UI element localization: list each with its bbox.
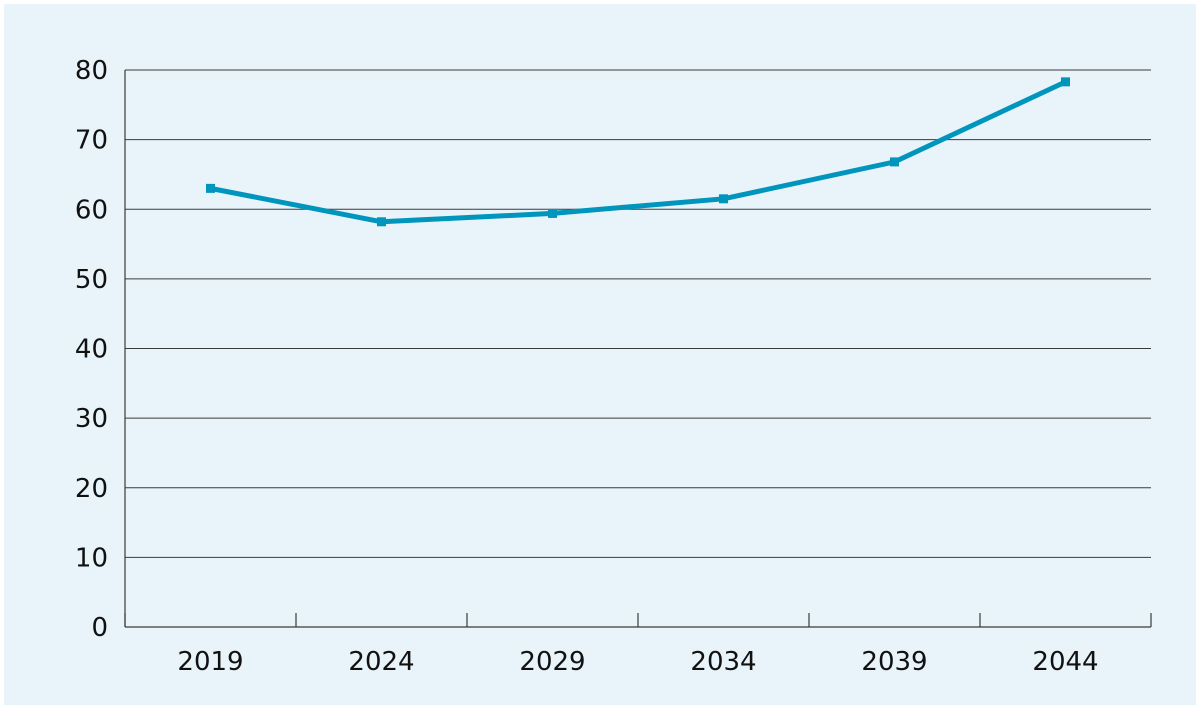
x-tick-label-2034: 2034 (690, 647, 756, 677)
y-tick-label-80: 80 (75, 56, 108, 86)
x-tick-label-2044: 2044 (1032, 647, 1098, 677)
x-tick-label-2029: 2029 (519, 647, 585, 677)
y-axis-ticks: 0 10 20 30 40 50 60 70 80 (75, 56, 108, 643)
axes (124, 70, 1152, 628)
y-tick-label-10: 10 (75, 543, 108, 573)
data-points (206, 77, 1070, 227)
y-tick-label-50: 50 (75, 265, 108, 295)
data-point-2044 (1061, 77, 1070, 87)
y-tick-label-20: 20 (75, 474, 108, 504)
data-point-2029 (548, 208, 557, 218)
y-tick-label-40: 40 (75, 335, 108, 365)
x-tick-label-2024: 2024 (348, 647, 414, 677)
series-line-0 (210, 79, 1067, 225)
y-tick-label-70: 70 (75, 126, 108, 156)
data-point-2039 (890, 157, 899, 167)
chart-background (4, 4, 1196, 705)
y-tick-label-60: 60 (75, 195, 108, 225)
y-tick-label-0: 0 (91, 613, 108, 643)
x-tick-label-2039: 2039 (861, 647, 927, 677)
gridlines (125, 69, 1151, 558)
data-point-2019 (206, 183, 215, 193)
y-tick-label-30: 30 (75, 404, 108, 434)
data-point-2024 (377, 217, 386, 227)
series-line (210, 79, 1067, 225)
x-tick-label-2019: 2019 (177, 647, 243, 677)
data-point-2034 (719, 194, 728, 204)
x-axis-ticks: 2019 2024 2029 2034 2039 2044 (177, 647, 1098, 677)
